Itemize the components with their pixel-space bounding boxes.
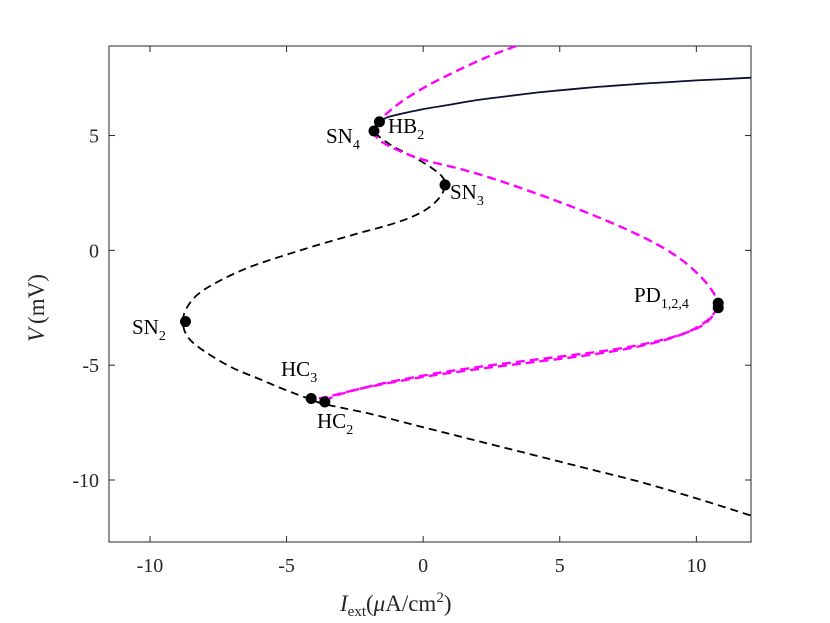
bifurcation-point-0: [373, 116, 385, 128]
y-tick-label: -5: [82, 355, 99, 377]
y-axis-title: V(mV): [24, 274, 49, 342]
bifurcation-point-1: [368, 125, 380, 137]
ticks-group: -10 -5 0 5 10 5 0 -5 -10: [72, 46, 751, 577]
x-tick-label: 5: [555, 555, 565, 577]
series-line-1: [181, 121, 751, 517]
x-tick-label: 10: [686, 555, 706, 577]
x-tick-label: -5: [278, 555, 295, 577]
y-tick-label: 5: [89, 126, 99, 148]
bifurcation-point-5: [319, 396, 331, 408]
bifurcation-point-3: [179, 316, 191, 328]
series-line-0: [379, 76, 751, 123]
bifurcation-point-2: [439, 179, 451, 191]
annotation-sn3: SN3: [450, 180, 484, 209]
y-tick-label: 0: [89, 240, 99, 262]
y-tick-label: -10: [72, 470, 99, 492]
series-line-4: [311, 307, 720, 400]
x-tick-label: 0: [418, 555, 428, 577]
x-tick-label: -10: [137, 555, 164, 577]
bifurcation-point-4: [305, 392, 317, 404]
annotation-hc3: HC3: [281, 357, 317, 386]
plot-area: [108, 45, 752, 543]
annotation-pd124: PD1,2,4: [634, 283, 689, 312]
annotation-sn2: SN2: [132, 315, 166, 344]
annotation-sn4: SN4: [326, 124, 360, 153]
bifurcation-point-7: [712, 302, 724, 314]
annotation-hc2: HC2: [317, 409, 353, 438]
points-group: [179, 116, 724, 408]
series-group: [181, 46, 751, 517]
x-axis-title: Iext(μA/cm2): [339, 590, 452, 620]
series-line-2: [372, 46, 720, 304]
annotation-hb2: HB2: [388, 114, 424, 143]
